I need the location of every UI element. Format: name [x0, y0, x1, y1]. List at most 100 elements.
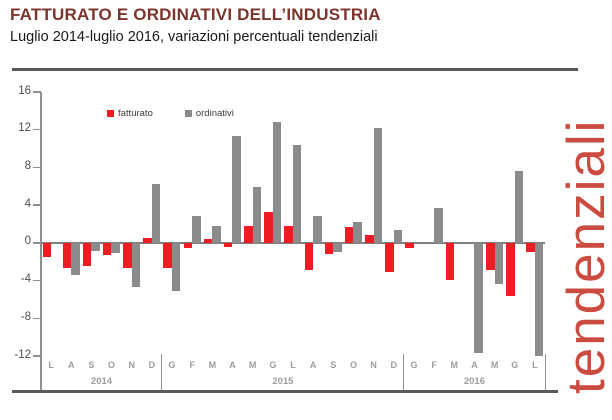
x-axis-month-label: G [168, 360, 176, 370]
x-axis-month-label: M [208, 360, 217, 370]
bar-fatturato-M20 [445, 242, 455, 280]
x-axis-month-label: M [490, 360, 499, 370]
chart-bottom-border [12, 390, 558, 393]
year-divider-line [161, 354, 163, 390]
bar-fatturato-O3 [102, 242, 112, 256]
bar-ordinativi-A9 [232, 136, 241, 243]
x-axis-month-label: G [410, 360, 418, 370]
bar-ordinativi-G23 [514, 171, 524, 243]
bar-fatturato-M22 [486, 242, 495, 271]
x-axis-month-label: A [229, 360, 236, 370]
y-axis-tick [33, 166, 41, 169]
bar-chart-plot: fatturato ordinativi 16 12 8 4 0 -4 -8 -12 L A S O N… [14, 85, 546, 390]
legend-item-ordinativi: ordinativi [184, 108, 234, 119]
bar-ordinativi-N16 [373, 127, 383, 243]
bar-ordinativi-D17 [393, 229, 403, 243]
x-axis-month-label: L [48, 360, 54, 370]
bar-fatturato-L12 [284, 225, 293, 243]
x-axis-month-label: L [290, 360, 296, 370]
chart-area: fatturato ordinativi 16 12 8 4 0 -4 -8 -12 L A S O N… [0, 70, 612, 420]
x-axis-month-label: A [309, 360, 317, 370]
bar-ordinativi-F19 [434, 207, 443, 243]
bar-fatturato-D17 [385, 242, 394, 273]
fatturato-swatch-icon [107, 110, 114, 117]
x-axis-month-label: M [450, 360, 459, 370]
bar-fatturato-N4 [123, 242, 132, 269]
x-axis-month-label: D [148, 360, 156, 370]
bar-fatturato-L24 [526, 242, 535, 253]
bar-ordinativi-O15 [353, 222, 362, 243]
x-axis-month-label: O [108, 360, 116, 370]
y-axis-tick [33, 355, 41, 357]
zero-baseline [41, 241, 545, 244]
bar-ordinativi-A1 [71, 242, 80, 275]
bar-ordinativi-M8 [212, 225, 221, 243]
y-axis-tick-label: 8 [24, 159, 31, 172]
y-axis-tick [33, 91, 41, 93]
y-axis-tick-label: -4 [20, 273, 31, 286]
bar-fatturato-S14 [324, 242, 334, 255]
bar-ordinativi-A21 [474, 242, 483, 354]
y-axis-tick [33, 242, 41, 244]
bar-fatturato-F7 [183, 242, 193, 248]
x-axis-month-label: S [330, 360, 337, 370]
y-axis-tick [33, 204, 41, 206]
x-axis-month-label: S [88, 360, 95, 370]
y-axis-tick-label: -8 [20, 310, 31, 323]
bar-fatturato-G11 [264, 211, 273, 243]
x-axis-month-label: F [189, 360, 195, 370]
x-axis-month-label: F [431, 360, 437, 370]
chart-legend: fatturato ordinativi [107, 108, 234, 119]
bar-ordinativi-O3 [111, 242, 120, 254]
bar-ordinativi-L24 [534, 242, 544, 356]
x-axis-month-label: N [370, 360, 377, 370]
x-axis-month-label: G [269, 360, 277, 370]
bar-ordinativi-M22 [494, 242, 504, 285]
header-separator [12, 68, 578, 71]
bar-fatturato-G6 [163, 242, 172, 269]
bar-ordinativi-S2 [91, 242, 100, 252]
x-axis-month-label: N [128, 360, 135, 370]
bar-ordinativi-F7 [192, 215, 201, 243]
x-axis-year-label: 2016 [463, 376, 485, 387]
brand-vertical-text: tendenziali [557, 118, 612, 394]
bar-fatturato-N16 [365, 235, 374, 243]
bar-ordinativi-N4 [131, 242, 141, 288]
bar-ordinativi-S14 [333, 242, 342, 253]
legend-item-fatturato: fatturato [107, 108, 153, 119]
x-axis-year-label: 2014 [90, 376, 113, 387]
y-axis-tick-label: 0 [24, 235, 31, 248]
bar-fatturato-O15 [344, 226, 354, 243]
page-title: FATTURATO E ORDINATIVI DELL’INDUSTRIA [10, 5, 381, 24]
x-axis-month-label: A [67, 360, 75, 370]
bar-fatturato-A13 [304, 242, 314, 271]
y-axis-tick [33, 317, 41, 320]
legend-label-ordinativi: ordinativi [195, 108, 234, 119]
year-divider-line [403, 354, 405, 390]
bar-fatturato-M8 [203, 239, 213, 243]
bar-fatturato-D5 [143, 238, 152, 243]
bar-ordinativi-M10 [252, 187, 262, 243]
y-axis-tick [33, 279, 41, 282]
x-axis-month-label: D [390, 360, 398, 370]
bar-fatturato-G23 [506, 242, 515, 296]
y-axis-tick-label: -12 [14, 348, 31, 361]
bar-ordinativi-G11 [272, 122, 282, 243]
y-axis-line [40, 92, 42, 390]
bar-fatturato-L0 [42, 242, 51, 257]
x-axis-year-label: 2015 [272, 376, 294, 387]
x-axis-month-label: O [349, 360, 357, 370]
bar-fatturato-G18 [405, 242, 414, 248]
y-axis-tick-label: 16 [18, 84, 31, 97]
y-axis-tick [33, 128, 41, 131]
bar-fatturato-S2 [82, 242, 92, 267]
bar-ordinativi-G6 [171, 242, 181, 291]
year-divider-line [544, 354, 546, 390]
bar-fatturato-A1 [62, 242, 72, 269]
ordinativi-swatch-icon [184, 110, 192, 117]
bar-fatturato-M10 [244, 225, 253, 243]
bar-fatturato-A9 [223, 242, 233, 247]
bar-ordinativi-D5 [151, 184, 161, 243]
x-axis-month-label: A [471, 360, 478, 370]
